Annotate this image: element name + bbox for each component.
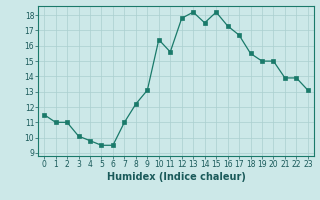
- X-axis label: Humidex (Indice chaleur): Humidex (Indice chaleur): [107, 172, 245, 182]
